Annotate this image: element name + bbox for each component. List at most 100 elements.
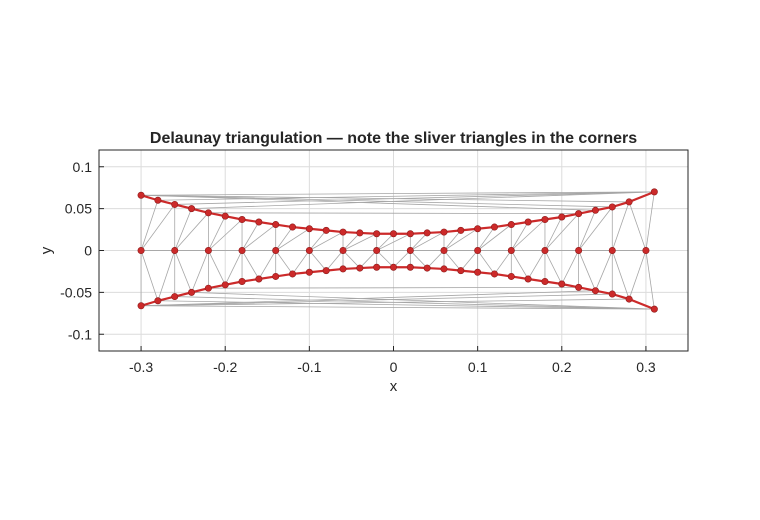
mesh-edge xyxy=(325,250,344,271)
lower-boundary-point xyxy=(625,295,633,303)
mesh-edge xyxy=(410,232,428,251)
mesh-edge xyxy=(628,250,647,300)
center-point xyxy=(238,247,246,255)
mesh-edge xyxy=(342,250,361,269)
mesh-edge xyxy=(241,221,260,251)
mesh-edge xyxy=(275,226,293,251)
lower-boundary-point xyxy=(289,270,297,278)
x-tick-label: -0.2 xyxy=(213,359,237,375)
mesh-edge xyxy=(645,191,655,251)
upper-boundary-point xyxy=(137,191,145,199)
x-tick-label: 0.2 xyxy=(552,359,572,375)
center-point xyxy=(642,247,650,255)
y-tick-label: 0.1 xyxy=(73,159,93,175)
mesh-edge xyxy=(141,191,655,196)
lower-boundary-point xyxy=(406,263,414,271)
x-tick-label: 0.3 xyxy=(636,359,656,375)
mesh-edge xyxy=(510,221,529,251)
mesh-edge xyxy=(511,219,546,251)
mesh-edge xyxy=(141,194,596,211)
lower-boundary-point xyxy=(558,280,566,288)
upper-boundary-point xyxy=(255,218,263,226)
lower-boundary-point xyxy=(507,272,515,280)
mesh-edge xyxy=(275,228,310,251)
lower-boundary-point xyxy=(272,272,280,280)
lower-boundary-point xyxy=(575,283,583,291)
y-tick-label: -0.1 xyxy=(68,326,92,342)
center-point xyxy=(507,247,515,255)
mesh-edge xyxy=(544,213,579,251)
mesh-edge xyxy=(393,250,411,268)
mesh-edge xyxy=(208,219,243,251)
lower-boundary-point xyxy=(356,264,364,272)
upper-boundary-point xyxy=(373,230,381,238)
upper-boundary-point xyxy=(650,188,658,196)
mesh-edge xyxy=(443,228,478,251)
mesh-edge xyxy=(443,250,462,271)
mesh-edge xyxy=(141,194,630,203)
mesh-edge xyxy=(309,230,327,251)
mesh-edge xyxy=(410,250,428,269)
mesh-edge xyxy=(561,250,579,285)
mesh-edge xyxy=(544,250,563,285)
plot-frame xyxy=(98,149,689,352)
mesh-edge xyxy=(141,298,630,307)
mesh-edge xyxy=(544,216,563,251)
mesh-edge xyxy=(376,250,394,268)
lower-boundary-point xyxy=(423,264,431,272)
mesh-edge xyxy=(141,293,613,307)
lower-boundary-point xyxy=(457,267,465,275)
y-tick-label: -0.05 xyxy=(60,284,92,300)
center-point xyxy=(406,247,414,255)
mesh-points xyxy=(137,188,658,313)
lower-boundary-point xyxy=(255,275,263,283)
mesh-edge xyxy=(208,286,579,289)
mesh-edge xyxy=(527,250,546,280)
mesh-edge xyxy=(208,215,226,251)
center-point xyxy=(373,247,381,255)
mesh-edge xyxy=(140,204,176,251)
upper-boundary-point xyxy=(474,225,482,233)
mesh-edge xyxy=(611,201,630,251)
mesh-edge xyxy=(477,250,495,275)
x-tick-label: -0.3 xyxy=(129,359,153,375)
mesh-edge xyxy=(141,305,655,310)
mesh-edge xyxy=(275,250,293,275)
mesh-edge xyxy=(460,250,478,271)
upper-boundary-point xyxy=(289,223,297,231)
center-point xyxy=(575,247,583,255)
x-tick-labels: -0.3 -0.2 -0.1 0 0.1 0.2 0.3 xyxy=(129,359,656,375)
lower-boundary-point xyxy=(221,281,229,289)
mesh-edge xyxy=(376,233,411,251)
mesh-edge xyxy=(477,226,495,251)
x-tick-label: 0.1 xyxy=(468,359,488,375)
lower-boundary-point xyxy=(339,265,347,273)
chart-title: Delaunay triangulation — note the sliver… xyxy=(150,130,637,147)
mesh-edge xyxy=(208,212,579,215)
mesh-edge xyxy=(208,250,226,286)
y-axis-label: y xyxy=(38,246,55,254)
mesh-edge xyxy=(140,250,159,301)
upper-boundary-point xyxy=(457,226,465,234)
mesh-edge xyxy=(174,212,209,251)
center-point xyxy=(339,247,347,255)
center-point xyxy=(305,247,313,255)
y-tick-labels: 0.1 0.05 0 -0.05 -0.1 xyxy=(60,159,92,343)
mesh-edge xyxy=(342,232,361,251)
upper-boundary-point xyxy=(440,228,448,236)
mesh-edge xyxy=(174,208,192,251)
mesh-edge xyxy=(224,250,243,286)
mesh-edge xyxy=(443,230,462,251)
mesh-edge xyxy=(174,250,192,293)
mesh-edge xyxy=(494,250,512,275)
lower-boundary-point xyxy=(137,302,145,310)
mesh-edge xyxy=(191,291,655,310)
lower-boundary-point xyxy=(541,277,549,285)
mesh-edge xyxy=(309,250,327,271)
lower-boundary-point xyxy=(490,270,498,278)
upper-boundary-point xyxy=(339,228,347,236)
mesh-edge xyxy=(510,250,529,280)
upper-boundary-point xyxy=(188,205,196,213)
upper-boundary-point xyxy=(221,212,229,220)
